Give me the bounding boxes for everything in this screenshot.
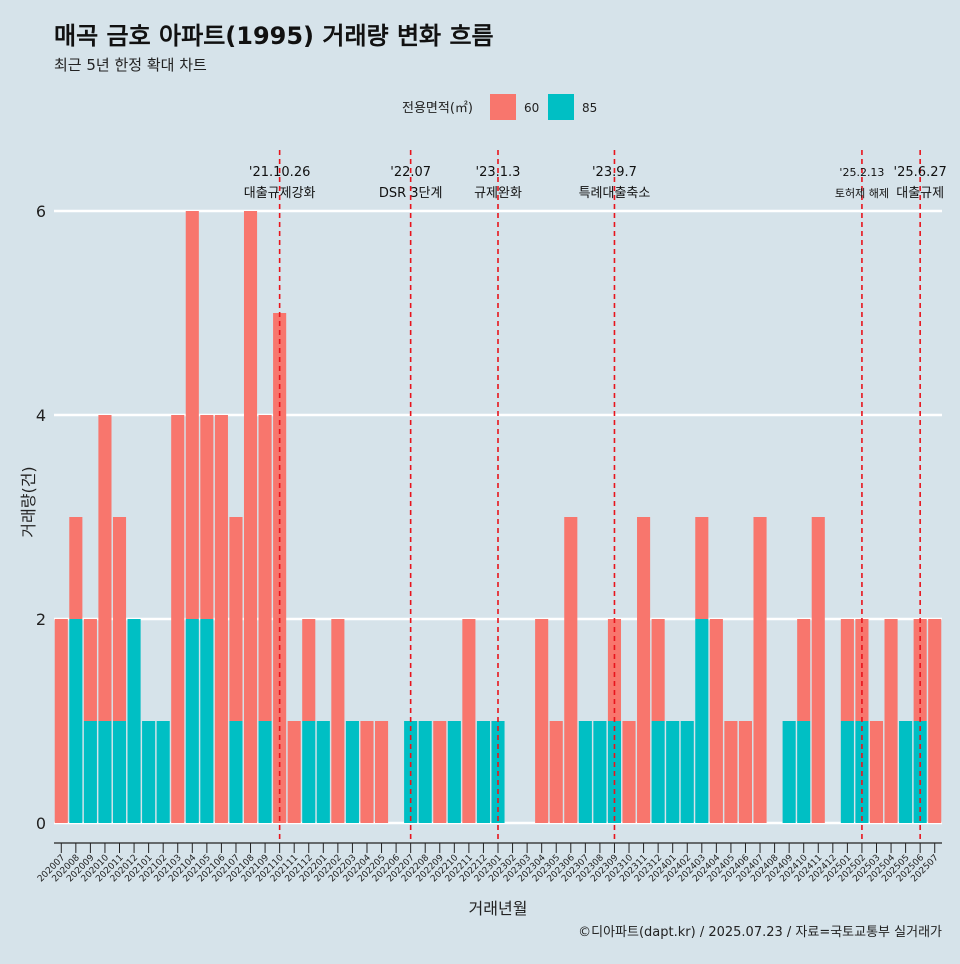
bar-60-202112 xyxy=(302,619,316,721)
bar-60-202306 xyxy=(564,517,578,823)
bar-85-202410 xyxy=(797,721,811,823)
bar-60-202007 xyxy=(54,619,68,823)
bar-60-202011 xyxy=(112,517,127,721)
bar-85-202011 xyxy=(112,721,127,823)
y-tick-label: 6 xyxy=(36,202,46,221)
bar-85-202102 xyxy=(156,721,170,823)
event-date: '25.6.27 xyxy=(894,165,947,180)
bar-60-202405 xyxy=(724,721,738,823)
bar-85-202012 xyxy=(127,619,141,823)
bar-85-202308 xyxy=(593,721,607,823)
event-label: 대출규제 xyxy=(896,186,944,201)
bar-85-202201 xyxy=(316,721,330,823)
bar-60-202111 xyxy=(287,721,301,823)
legend: 전용면적(㎡) 60 85 xyxy=(402,94,597,120)
y-axis-label: 거래량(건) xyxy=(19,466,38,537)
bar-85-202401 xyxy=(666,721,680,823)
bar-85-202505 xyxy=(899,721,913,823)
bar-85-202008 xyxy=(69,619,83,823)
event-label: 특례대출축소 xyxy=(579,186,651,201)
event-date: '23.9.7 xyxy=(592,165,637,180)
legend-label-85: 85 xyxy=(582,101,597,115)
event-annotations: '21.10.26 대출규제강화 '22.07 DSR 3단계 '23.1.3 규제완화 '… xyxy=(244,150,947,842)
legend-title: 전용면적(㎡) xyxy=(402,101,473,116)
bar-85-202010 xyxy=(98,721,112,823)
event-date: '23.1.3 xyxy=(476,165,521,180)
bar-60-202106 xyxy=(214,415,228,823)
bar-85-202109 xyxy=(258,721,272,823)
bar-60-202311 xyxy=(637,517,651,823)
y-tick-label: 2 xyxy=(36,610,46,629)
legend-swatch-60 xyxy=(490,94,516,120)
bar-60-202403 xyxy=(695,517,709,619)
chart-subtitle: 최근 5년 한정 확대 차트 xyxy=(54,56,207,74)
bar-85-202203 xyxy=(345,721,359,823)
bar-85-202403 xyxy=(695,619,709,823)
bar-60-202507 xyxy=(928,619,942,823)
bar-85-202101 xyxy=(142,721,156,823)
event-label: 규제완화 xyxy=(474,186,522,201)
chart-title: 매곡 금호 아파트(1995) 거래량 변화 흐름 xyxy=(54,22,494,50)
bar-60-202304 xyxy=(535,619,549,823)
bar-60-202407 xyxy=(753,517,767,823)
bar-60-202502 xyxy=(855,619,869,721)
bar-60-202310 xyxy=(622,721,636,823)
bar-60-202305 xyxy=(549,721,563,823)
legend-swatch-85 xyxy=(548,94,574,120)
event-date: '25.2.13 xyxy=(839,166,884,179)
bar-60-202103 xyxy=(171,415,185,823)
bar-60-202501 xyxy=(840,619,854,721)
bar-60-202503 xyxy=(869,721,884,823)
bar-60-202107 xyxy=(229,517,243,721)
bar-85-202105 xyxy=(200,619,214,823)
y-tick-label: 0 xyxy=(36,814,46,833)
bar-60-202309 xyxy=(607,619,622,721)
bar-85-202312 xyxy=(651,721,665,823)
event-label: DSR 3단계 xyxy=(379,186,443,201)
bar-60-202109 xyxy=(258,415,272,721)
bar-85-202501 xyxy=(840,721,854,823)
bar-85-202212 xyxy=(476,721,490,823)
event-label: 토허제 해제 xyxy=(835,186,889,200)
x-axis-label: 거래년월 xyxy=(469,899,528,918)
bar-60-202202 xyxy=(331,619,345,823)
bar-60-202105 xyxy=(200,415,214,619)
bar-85-202104 xyxy=(185,619,199,823)
bar-60-202506 xyxy=(913,619,927,721)
bar-60-202411 xyxy=(811,517,825,823)
bar-60-202204 xyxy=(360,721,374,823)
bar-85-202112 xyxy=(302,721,316,823)
bars xyxy=(54,211,942,823)
bar-60-202209 xyxy=(433,721,447,823)
bar-60-202504 xyxy=(884,619,898,823)
bar-60-202009 xyxy=(83,619,97,721)
bar-85-202307 xyxy=(578,721,592,823)
bar-60-202205 xyxy=(374,721,389,823)
bar-60-202104 xyxy=(185,211,199,619)
bar-85-202402 xyxy=(680,721,694,823)
source-caption: ©디아파트(dapt.kr) / 2025.07.23 / 자료=국토교통부 실… xyxy=(578,925,942,940)
bar-60-202404 xyxy=(709,619,723,823)
bar-60-202211 xyxy=(462,619,476,823)
event-date: '22.07 xyxy=(390,165,431,180)
bar-85-202208 xyxy=(418,721,432,823)
bar-60-202010 xyxy=(98,415,112,721)
bar-60-202406 xyxy=(738,721,753,823)
bar-60-202312 xyxy=(651,619,665,721)
bar-60-202008 xyxy=(69,517,83,619)
bar-85-202107 xyxy=(229,721,243,823)
y-tick-label: 4 xyxy=(36,406,46,425)
event-label: 대출규제강화 xyxy=(244,186,316,201)
event-date: '21.10.26 xyxy=(249,165,310,180)
bar-60-202108 xyxy=(243,211,258,823)
bar-60-202410 xyxy=(797,619,811,721)
bar-85-202210 xyxy=(447,721,461,823)
legend-label-60: 60 xyxy=(524,101,539,115)
bar-85-202009 xyxy=(83,721,97,823)
bar-85-202409 xyxy=(782,721,796,823)
